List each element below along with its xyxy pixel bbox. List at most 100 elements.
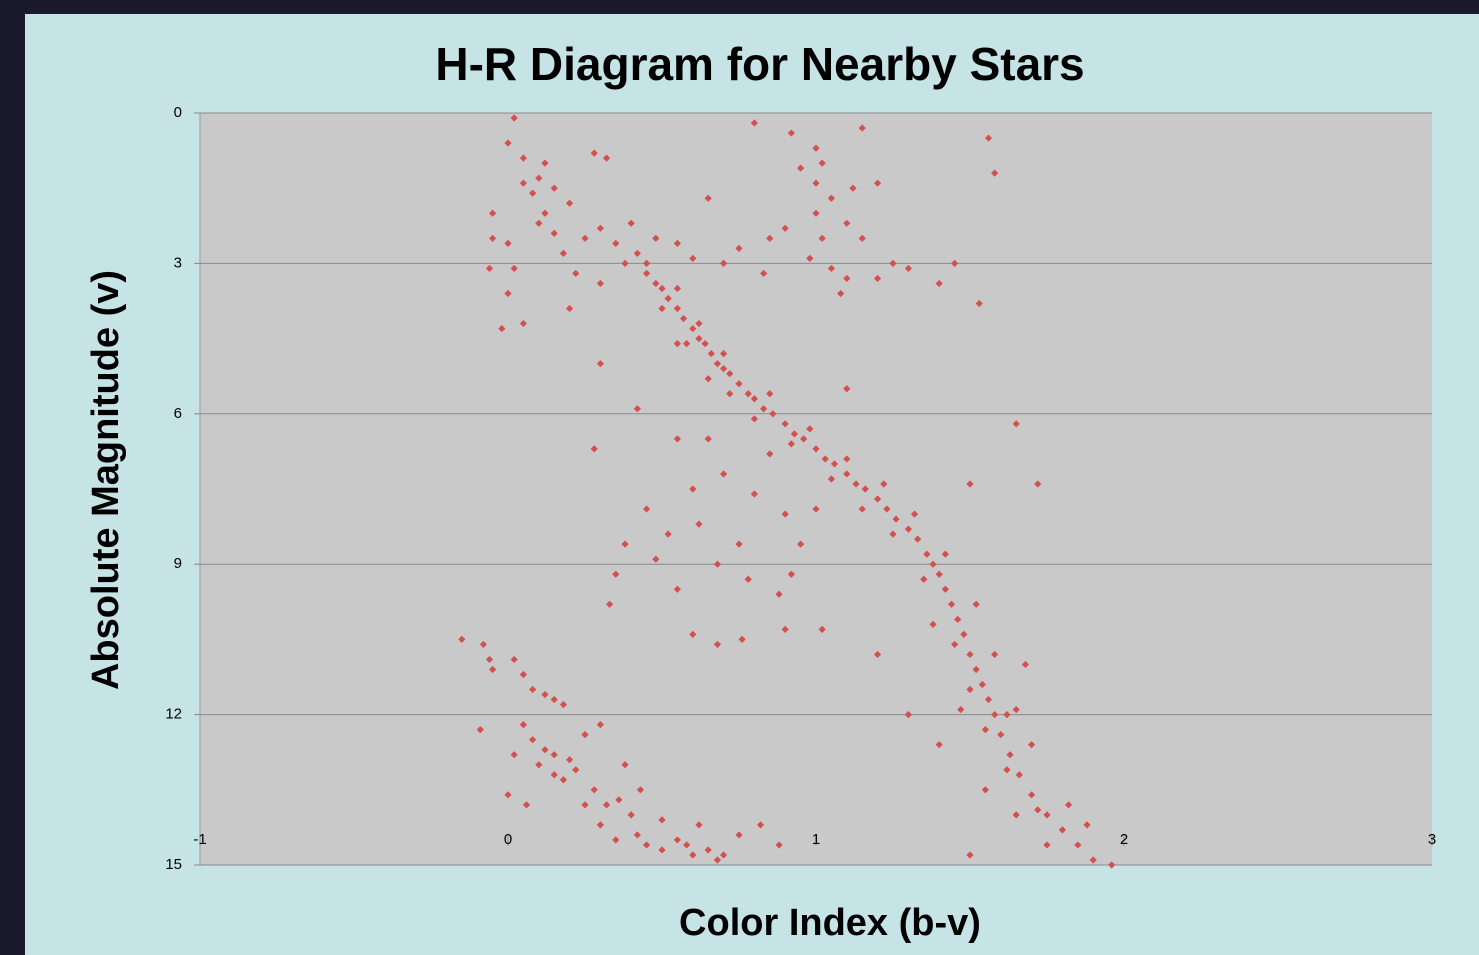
star-point [720,350,728,358]
star-point [858,505,866,513]
star-point [800,435,808,443]
star-point [843,455,851,463]
star-point [750,415,758,423]
star-point [735,540,743,548]
star-point [704,375,712,383]
star-point [892,515,900,523]
star-point [489,665,497,674]
star-point [880,480,888,488]
star-point [612,570,620,578]
star-point [529,685,537,694]
star-point [929,620,937,628]
star-point [489,234,497,242]
star-point [972,600,980,608]
star-point [766,234,774,242]
star-point [673,585,681,593]
star-point [760,405,768,413]
star-point [991,711,999,719]
star-point [636,786,645,794]
star-point [775,841,783,849]
star-point [510,114,518,122]
star-point [522,801,531,809]
x-tick-label: -1 [193,831,206,848]
star-point [781,420,789,428]
star-point [781,510,789,518]
star-point [612,239,620,247]
star-point [535,761,543,769]
star-point [704,846,712,854]
star-point [559,700,568,709]
star-point [559,249,568,257]
star-point [874,179,882,187]
star-point [689,630,697,638]
star-point [695,319,703,328]
star-point [621,259,629,267]
star-point [566,304,574,313]
star-point [797,540,805,548]
star-point [519,179,527,187]
star-point [720,259,728,267]
star-point [904,525,912,533]
star-point [581,234,589,242]
x-tick-label: 3 [1428,831,1436,848]
x-axis-label: Color Index (b-v) [679,902,981,944]
star-point [664,530,672,538]
star-point [695,821,703,829]
star-point [812,209,820,217]
star-point [806,425,814,433]
star-point [606,600,614,608]
star-point [760,269,768,278]
star-point [787,570,795,578]
star-point [991,169,999,177]
star-point [750,395,758,403]
star-point [766,390,774,398]
star-point [1015,771,1023,779]
star-point [726,390,734,398]
star-point [954,615,962,623]
star-point [889,530,897,538]
star-point [781,224,789,232]
star-point [966,650,974,659]
star-point [1034,806,1042,814]
star-point [975,299,983,308]
star-point [590,149,598,157]
star-point [738,635,746,643]
star-point [535,174,543,182]
star-point [957,705,965,714]
star-point [981,786,989,794]
star-point [991,650,999,659]
star-point [1012,705,1020,714]
star-point [695,520,703,528]
star-point [519,154,527,162]
star-point [673,340,681,348]
star-point [633,249,641,257]
star-point [1074,841,1082,849]
star-point [695,335,703,343]
star-point [519,721,527,729]
star-point [673,836,681,844]
star-point [904,711,912,719]
star-point [775,590,783,598]
star-point [1028,741,1036,749]
star-point [972,665,980,674]
star-point [704,194,712,202]
star-point [566,756,574,764]
star-point [735,380,743,388]
star-point [479,640,487,649]
star-point [541,746,549,754]
star-point [658,846,666,854]
star-point [519,670,527,679]
star-point [679,314,688,323]
star-point [849,184,857,192]
star-point [744,575,752,583]
star-point [541,690,549,699]
star-point [812,445,820,453]
y-tick-label: 3 [174,254,182,271]
star-point [550,695,558,704]
y-axis-label: Absolute Magnitude (v) [85,270,127,690]
star-point [596,360,604,368]
star-point [541,209,549,217]
x-tick-label: 0 [504,831,512,848]
star-point [874,274,882,283]
